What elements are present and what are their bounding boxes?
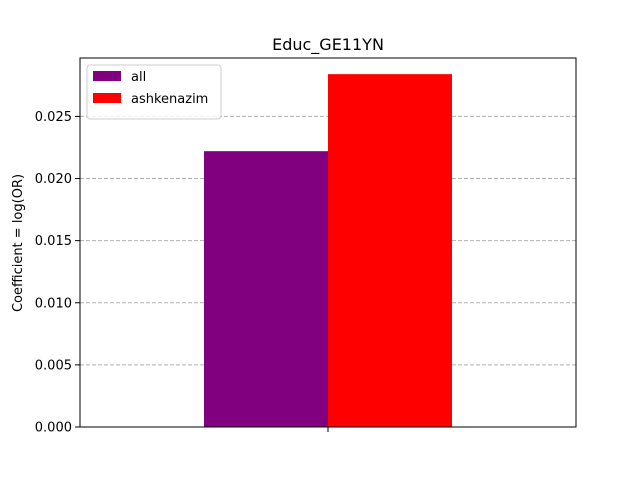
legend-swatch-ashkenazim bbox=[93, 93, 121, 103]
legend: all ashkenazim bbox=[86, 64, 222, 120]
y-tick-label: 0.010 bbox=[35, 296, 72, 311]
y-tick-label: 0.020 bbox=[35, 172, 72, 187]
y-tick-label: 0.000 bbox=[35, 421, 72, 436]
y-tick-label: 0.005 bbox=[35, 358, 72, 373]
bars bbox=[204, 74, 452, 427]
legend-label-all: all bbox=[131, 70, 146, 85]
chart-title: Educ_GE11YN bbox=[272, 35, 384, 55]
y-tick-label: 0.015 bbox=[35, 234, 72, 249]
legend-swatch-all bbox=[93, 71, 121, 81]
legend-label-ashkenazim: ashkenazim bbox=[131, 92, 208, 107]
y-tick-label: 0.025 bbox=[35, 110, 72, 125]
y-axis-label: Coefficient = log(OR) bbox=[11, 174, 26, 312]
y-axis-ticks: 0.000 0.005 0.010 0.015 0.020 0.025 bbox=[35, 110, 80, 436]
bar-all bbox=[204, 151, 328, 427]
bar-ashkenazim bbox=[328, 74, 452, 427]
